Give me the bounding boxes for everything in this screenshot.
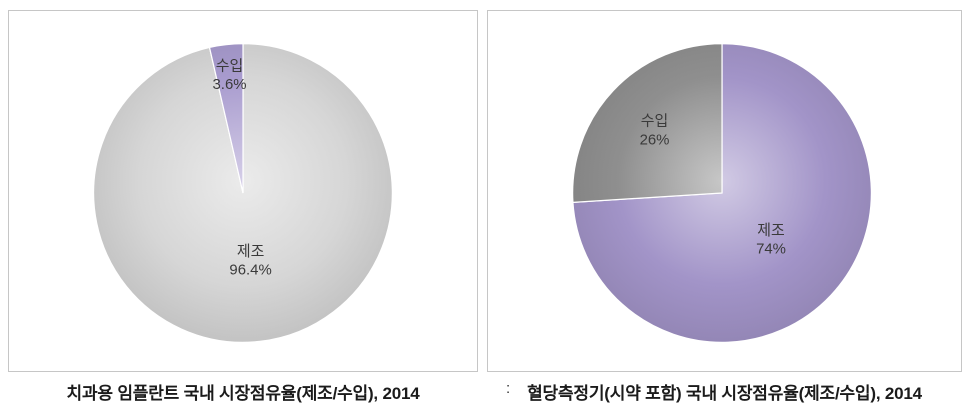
caption-glucose-meter: 혈당측정기(시약 포함) 국내 시장점유율(제조/수입), 2014 xyxy=(527,384,922,403)
slice-label-수입: 수입 26% xyxy=(640,113,670,149)
slice-label-수입: 수입 3.6% xyxy=(213,57,247,93)
pie-chart-glucose-meter: 제조 74% 수입 26% xyxy=(572,43,872,343)
chart-panel-dental-implant: 제조 96.4% 수입 3.6% xyxy=(8,10,478,372)
pie-slice-수입 xyxy=(208,43,244,194)
slice-label-제조: 제조 96.4% xyxy=(229,243,271,279)
pie-chart-dental-implant: 제조 96.4% 수입 3.6% xyxy=(93,43,393,343)
slice-label-제조: 제조 74% xyxy=(756,222,786,258)
caption-dental-implant: 치과용 임플란트 국내 시장점유율(제조/수입), 2014 xyxy=(66,384,420,403)
caption-separator: : xyxy=(506,380,511,397)
pie-slice-수입 xyxy=(572,43,723,204)
chart-panel-glucose-meter: 제조 74% 수입 26% xyxy=(487,10,962,372)
caption-row: 치과용 임플란트 국내 시장점유율(제조/수입), 2014 : 혈당측정기(시… xyxy=(0,379,970,407)
